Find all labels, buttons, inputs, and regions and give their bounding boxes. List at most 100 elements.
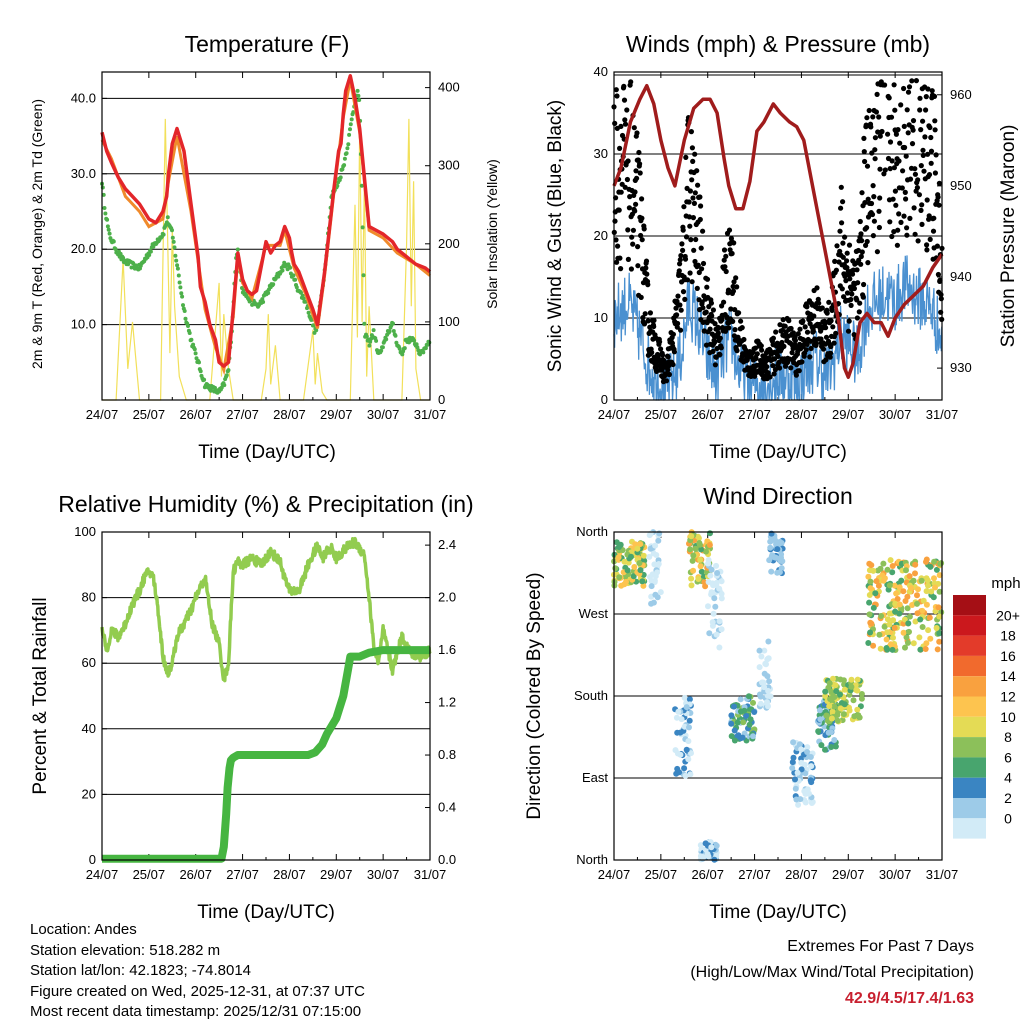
gust-point	[803, 347, 809, 353]
direction-point	[934, 646, 941, 653]
gust-point	[639, 215, 645, 221]
direction-point	[734, 719, 741, 726]
gust-point	[788, 325, 794, 332]
gust-point	[730, 288, 737, 294]
gust-point	[715, 330, 721, 336]
location-text: Location: Andes	[30, 921, 137, 938]
gust-point	[782, 323, 788, 329]
direction-point	[790, 754, 797, 761]
wind-y2tick-label: 960	[950, 87, 972, 102]
gust-point	[659, 352, 666, 358]
gust-point	[918, 127, 924, 133]
direction-point	[824, 712, 831, 719]
direction-point	[756, 647, 763, 654]
direction-point	[728, 712, 735, 719]
direction-point	[621, 558, 628, 565]
gust-point	[839, 220, 845, 226]
gust-point	[682, 296, 688, 302]
speed-legend-swatch	[953, 818, 986, 839]
direction-point	[655, 561, 662, 567]
gust-point	[618, 123, 624, 129]
gust-point	[637, 161, 643, 167]
gust-point	[728, 306, 734, 312]
direction-xtick-label: 29/07	[832, 867, 865, 882]
humidity-y2tick-label: 0.8	[438, 747, 456, 762]
gust-point	[638, 294, 644, 300]
gust-point	[837, 228, 843, 234]
wind-y2label: Station Pressure (Maroon)	[998, 125, 1019, 348]
direction-point	[831, 737, 838, 743]
direction-point	[936, 630, 943, 637]
direction-point	[686, 724, 692, 731]
gust-point	[678, 253, 684, 259]
extremes-block: Extremes For Past 7 Days (High/Low/Max W…	[690, 934, 974, 1012]
gust-point	[758, 343, 764, 349]
gust-point	[624, 176, 631, 183]
direction-point	[690, 567, 697, 574]
gust-point	[915, 177, 921, 183]
wind-xtick-label: 25/07	[645, 407, 678, 422]
direction-point	[912, 570, 918, 577]
direction-point	[936, 638, 943, 645]
gust-point	[700, 260, 707, 267]
dewpoint-point	[280, 268, 285, 273]
direction-point	[914, 600, 920, 607]
gust-point	[639, 196, 645, 202]
gust-point	[899, 185, 905, 191]
dewpoint-point	[344, 151, 349, 156]
gust-point	[901, 213, 907, 219]
gust-point	[824, 310, 830, 316]
dewpoint-point	[176, 273, 181, 278]
gust-point	[936, 180, 943, 186]
gust-point	[690, 195, 696, 201]
direction-point	[933, 625, 940, 631]
gust-point	[916, 192, 923, 198]
direction-point	[878, 613, 885, 619]
direction-point	[616, 544, 622, 550]
dewpoint-point	[175, 266, 180, 271]
gust-point	[848, 296, 854, 303]
gust-point	[680, 289, 687, 295]
gust-point	[848, 302, 854, 308]
created-text: Figure created on Wed, 2025-12-31, at 07…	[30, 982, 365, 1000]
gust-point	[887, 139, 894, 145]
direction-point	[855, 712, 862, 719]
gust-point	[712, 362, 719, 368]
dewpoint-point	[380, 345, 385, 350]
direction-point	[613, 539, 620, 546]
gust-point	[893, 202, 899, 208]
gust-point	[712, 339, 718, 345]
dewpoint-point	[197, 360, 201, 365]
gust-point	[888, 114, 895, 120]
gust-point	[869, 211, 876, 218]
direction-point	[905, 639, 911, 646]
wind-y2tick-label: 930	[950, 360, 972, 375]
gust-point	[876, 224, 883, 231]
gust-point	[904, 232, 910, 238]
gust-point	[861, 135, 867, 141]
direction-point	[920, 597, 927, 604]
gust-point	[882, 167, 888, 173]
gust-point	[876, 208, 882, 214]
dewpoint-point	[356, 93, 361, 98]
gust-point	[903, 153, 909, 159]
gust-point	[741, 336, 747, 343]
gust-point	[752, 373, 758, 379]
direction-point	[682, 772, 689, 779]
direction-point	[826, 703, 833, 710]
direction-point	[891, 582, 898, 589]
direction-point	[746, 721, 753, 728]
gust-point	[796, 368, 802, 374]
direction-ytick-label: West	[579, 606, 609, 621]
gust-point	[920, 152, 926, 158]
direction-point	[828, 744, 835, 750]
dewpoint-point	[371, 328, 376, 333]
dewpoint-point	[301, 296, 306, 301]
gust-point	[877, 133, 883, 139]
temperature-ytick-label: 40.0	[71, 90, 96, 105]
gust-point	[622, 117, 628, 123]
wind-ytick-label: 0	[601, 392, 608, 407]
direction-point	[795, 801, 802, 808]
gust-point	[804, 304, 810, 310]
direction-point	[923, 640, 930, 647]
